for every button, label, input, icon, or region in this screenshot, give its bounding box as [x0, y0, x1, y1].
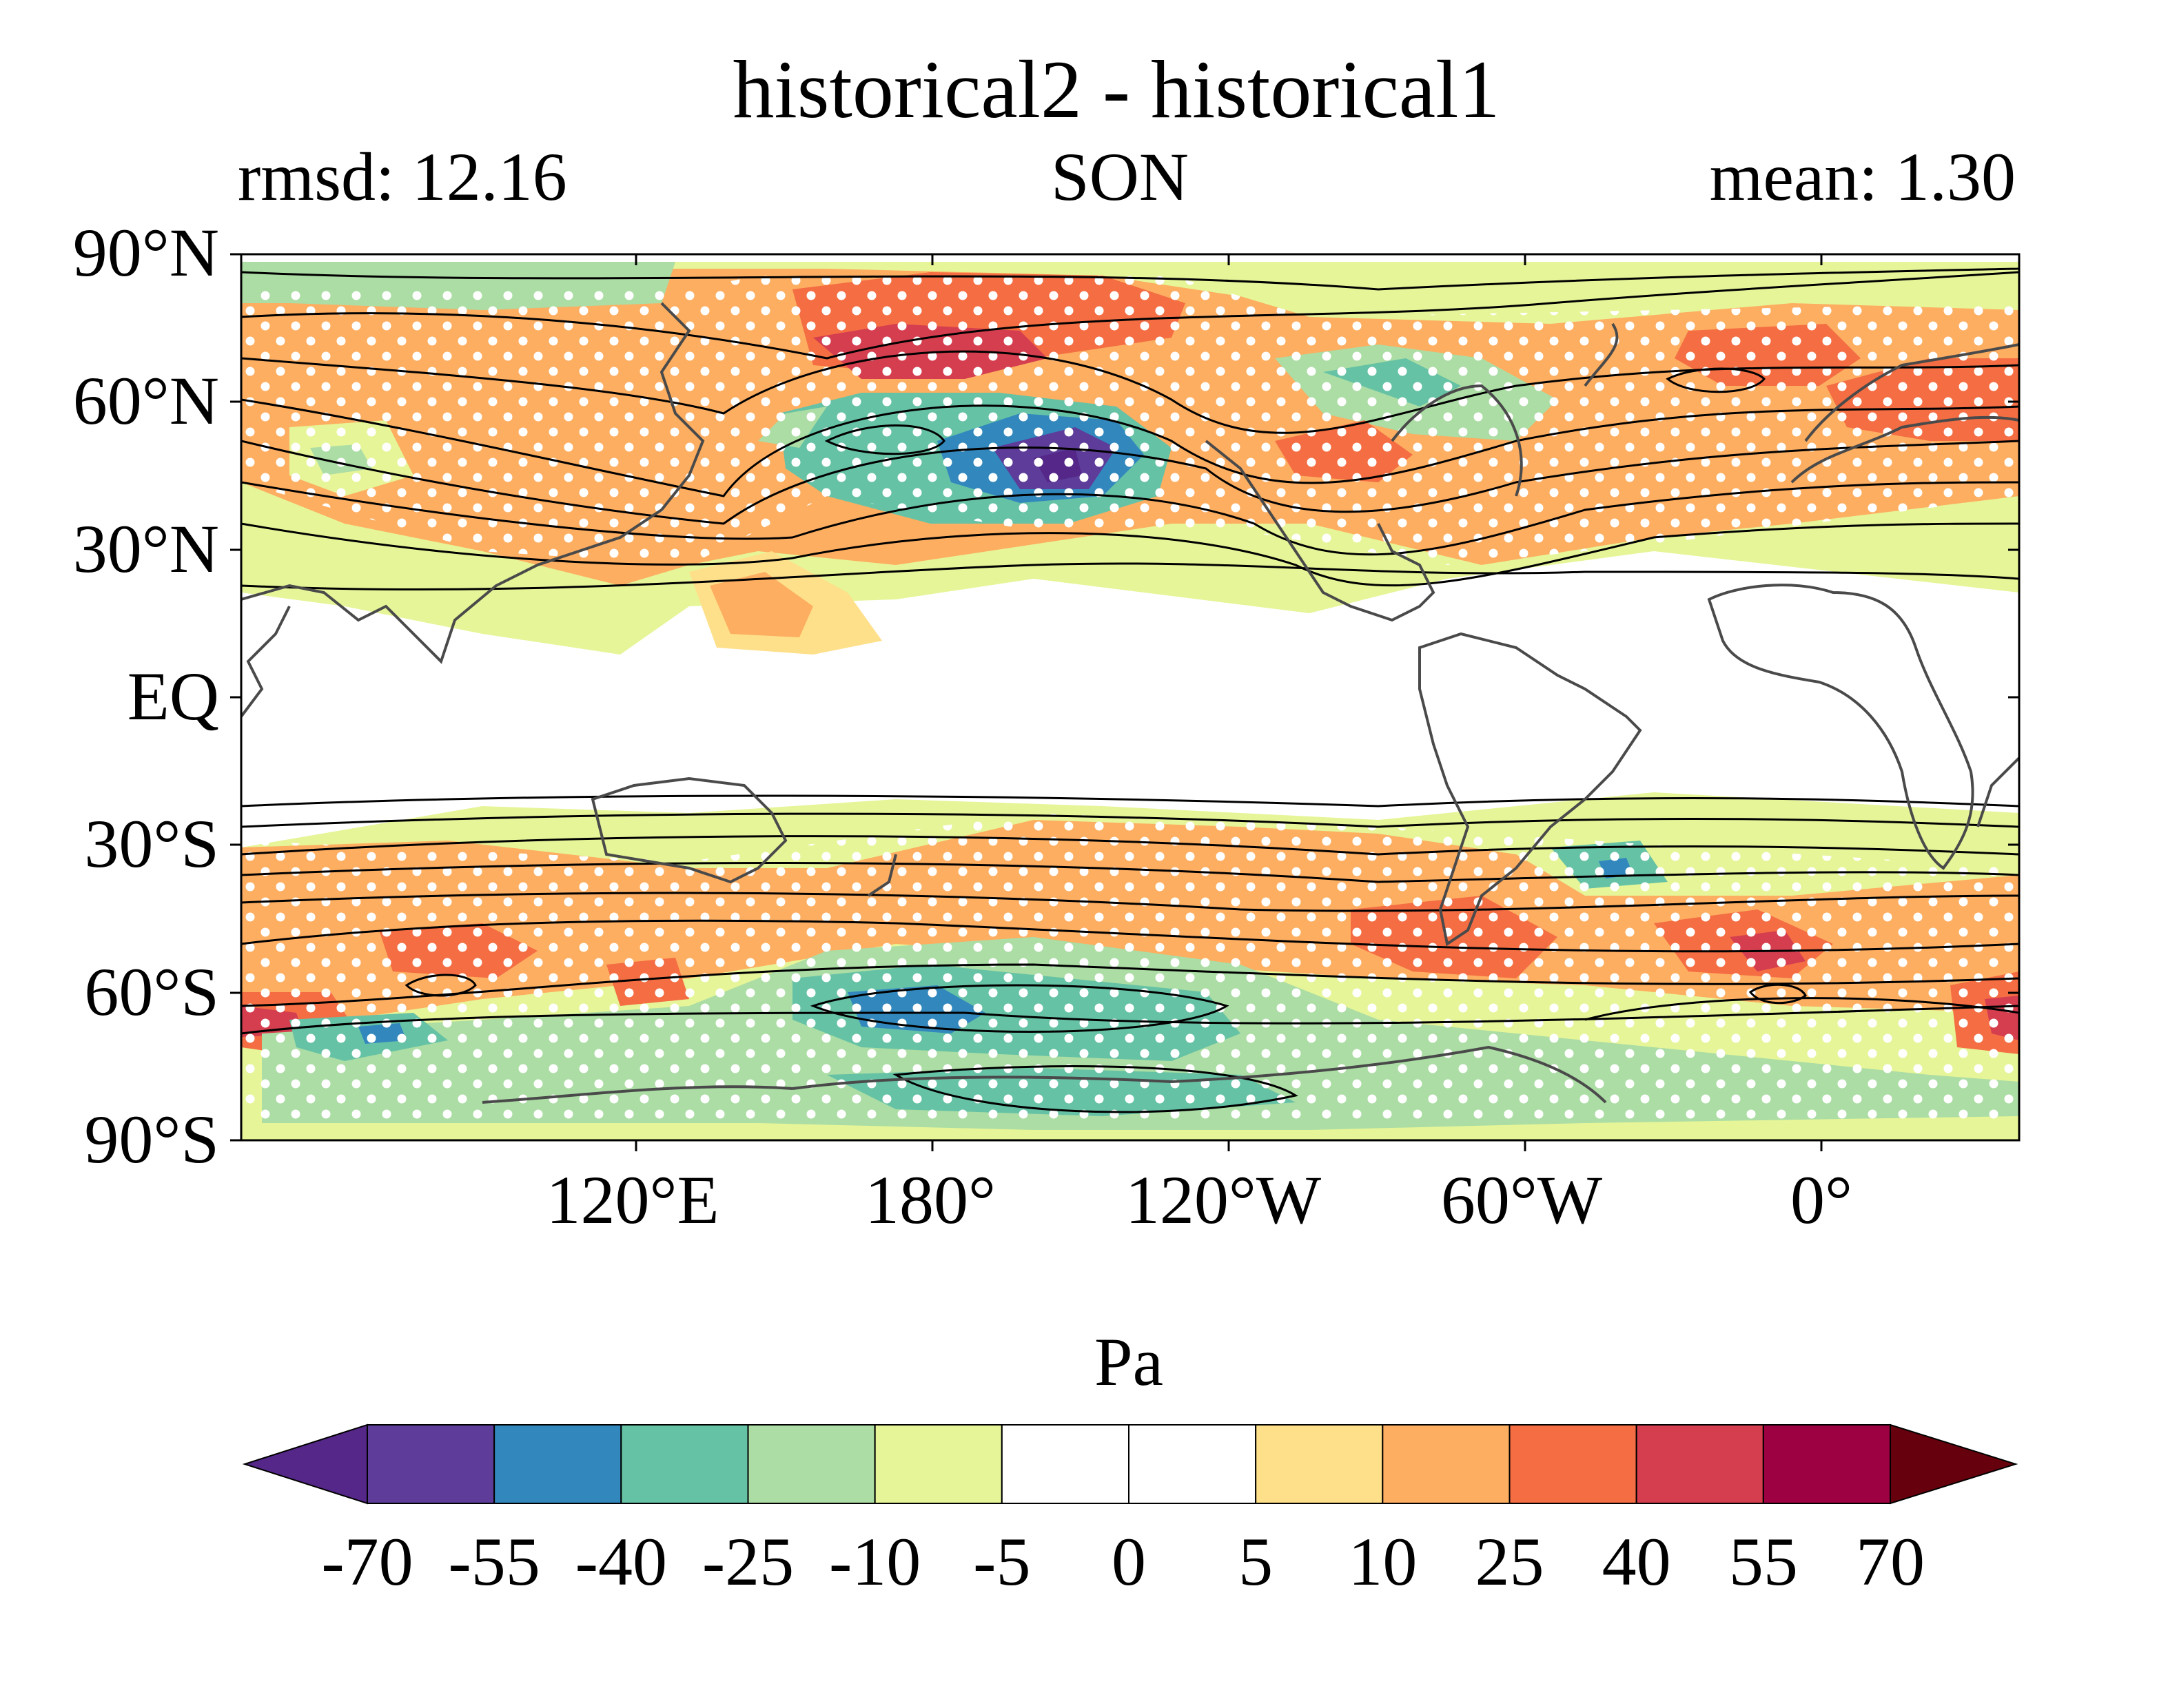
axis-ticks — [230, 253, 2019, 1151]
lon-label-120w: 120°W — [1125, 1162, 1322, 1238]
coastlines — [241, 302, 2019, 1104]
colorbar-swatch — [747, 1424, 876, 1504]
rmsd-label: rmsd: 12.16 — [238, 138, 567, 215]
colorbar-tick-label: 70 — [1856, 1523, 1925, 1600]
colorbar-tick-label: 55 — [1729, 1523, 1798, 1600]
colorbar-tick-label: -25 — [702, 1523, 794, 1600]
colorbar-tick-label: -40 — [575, 1523, 667, 1600]
lat-label-60s: 60°S — [84, 954, 219, 1030]
lat-label-60n: 60°N — [73, 362, 219, 439]
colorbar-tick-label: -5 — [973, 1523, 1030, 1600]
colorbar-swatch — [1635, 1424, 1764, 1504]
lon-label-60w: 60°W — [1441, 1162, 1603, 1238]
colorbar-tick-labels: -70 -55 -40 -25 -10 -5 0 5 10 25 40 55 70 — [321, 1523, 1925, 1600]
lon-label-180: 180° — [865, 1162, 996, 1238]
plot-title: historical2 - historical1 — [733, 43, 1500, 135]
colorbar-swatch — [1762, 1424, 1891, 1504]
mean-label: mean: 1.30 — [1710, 138, 2016, 215]
colorbar-tick-label: 25 — [1475, 1523, 1544, 1600]
lat-label-eq: EQ — [127, 658, 219, 734]
lat-label-30s: 30°S — [84, 805, 219, 882]
colorbar-tick-label: 10 — [1348, 1523, 1417, 1600]
colorbar-swatch — [1255, 1424, 1384, 1504]
colorbar-unit: Pa — [1094, 1324, 1163, 1400]
latitude-labels: 90°N 60°N 30°N EQ 30°S 60°S 90°S — [73, 214, 219, 1177]
colorbar-swatch — [1128, 1424, 1257, 1504]
lat-label-90n: 90°N — [73, 214, 219, 291]
colorbar-swatch — [620, 1424, 749, 1504]
colorbar-swatch — [367, 1424, 495, 1504]
colorbar-swatch — [1001, 1424, 1130, 1504]
season-label: SON — [1051, 138, 1189, 215]
climatology-contours — [241, 267, 2019, 1113]
lat-label-30n: 30°N — [73, 511, 219, 587]
map-panel — [241, 254, 2019, 1140]
lon-label-0: 0° — [1790, 1162, 1852, 1238]
colorbar-tick-label: -10 — [829, 1523, 921, 1600]
colorbar-tick-label: -55 — [449, 1523, 540, 1600]
colorbar — [242, 1423, 2018, 1505]
lat-label-90s: 90°S — [84, 1101, 219, 1177]
colorbar-tick-label: 0 — [1112, 1523, 1146, 1600]
longitude-labels: 120°E 180° 120°W 60°W 0° — [546, 1162, 1852, 1238]
colorbar-swatch — [1509, 1424, 1637, 1504]
colorbar-extend-high — [1890, 1423, 2018, 1505]
colorbar-tick-label: 5 — [1238, 1523, 1273, 1600]
colorbar-swatch — [1382, 1424, 1511, 1504]
colorbar-swatch — [493, 1424, 622, 1504]
colorbar-swatch — [874, 1424, 1003, 1504]
lon-label-120e: 120°E — [546, 1162, 719, 1238]
colorbar-extend-low — [242, 1423, 368, 1505]
colorbar-tick-label: -70 — [321, 1523, 413, 1600]
colorbar-tick-label: 40 — [1602, 1523, 1671, 1600]
